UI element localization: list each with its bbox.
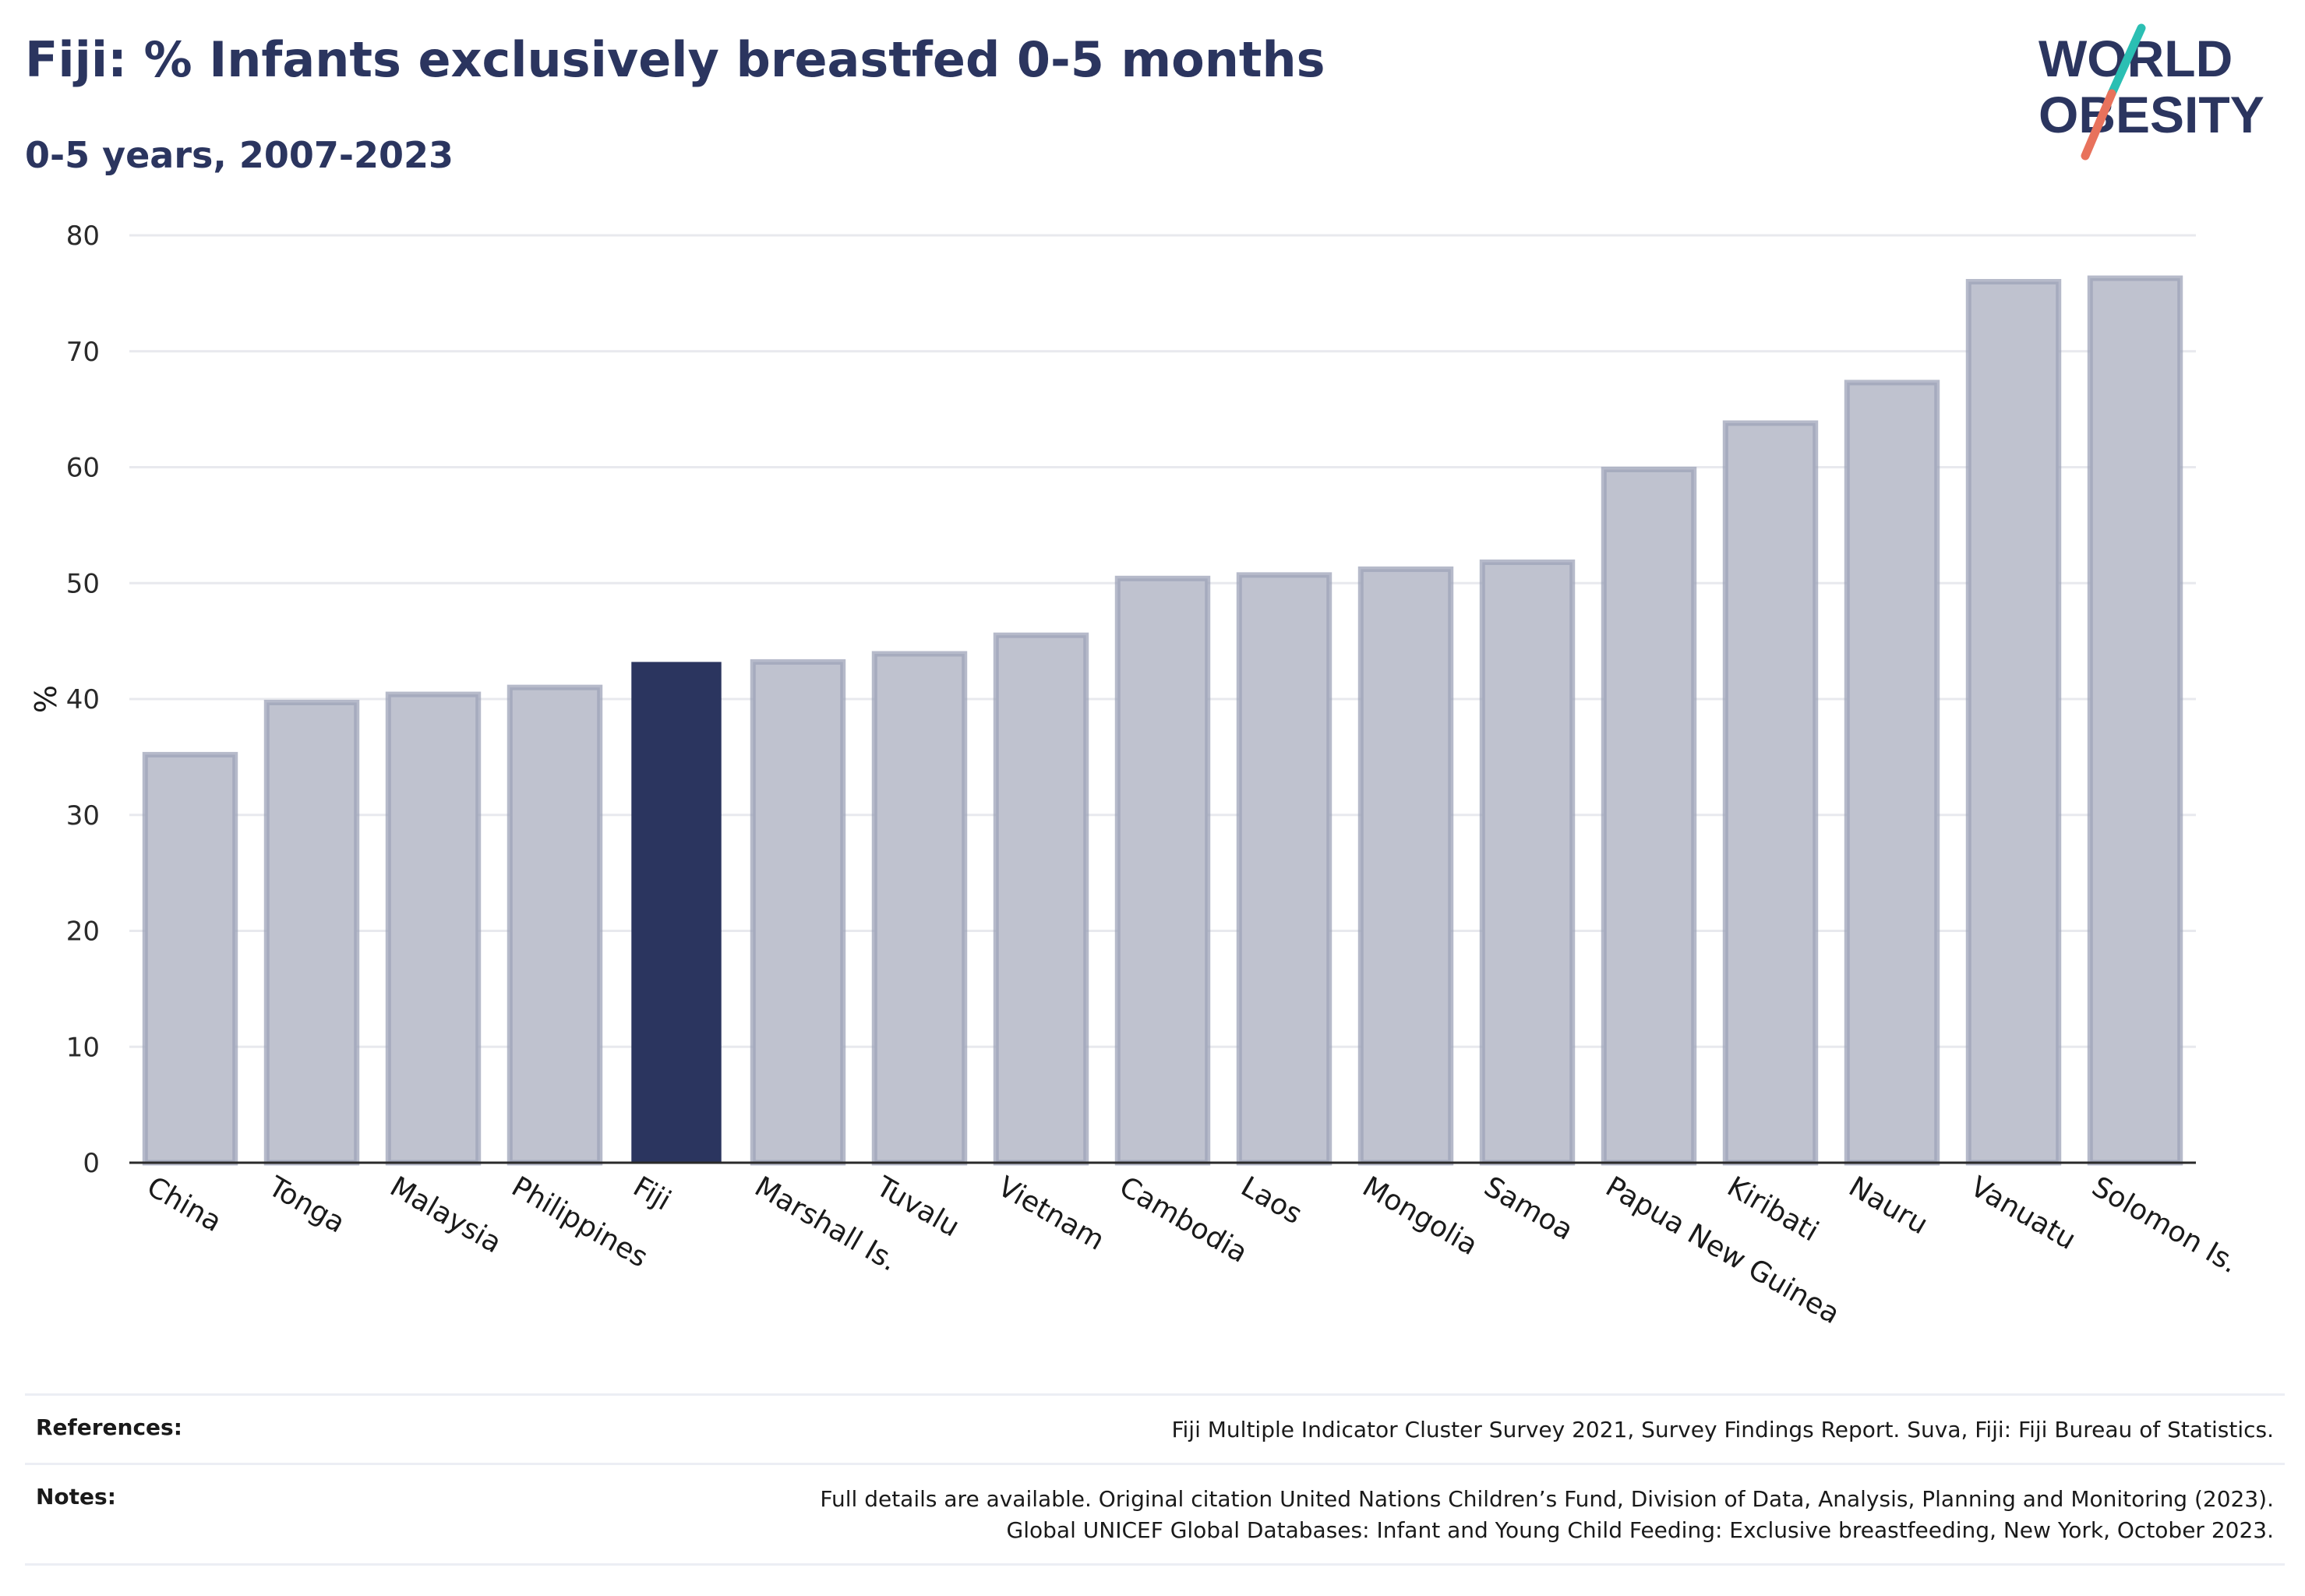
bar-laos (1236, 572, 1333, 1166)
bar-chart: 0 10 20 30 40 50 60 70 80 China Tonga Malaysia Phil… (29, 221, 2244, 1331)
y-tick-label: 40 (66, 684, 100, 715)
x-tick-label: Laos (1236, 1171, 1308, 1231)
logo-slash-coral (2081, 89, 2116, 161)
notes-line-1: Full details are available. Original cit… (820, 1486, 2274, 1512)
x-tick-label: Papua New Guinea (1601, 1171, 1845, 1330)
y-tick-label: 50 (66, 568, 100, 599)
x-tick-label: Tonga (263, 1171, 351, 1240)
bar-kiribati (1722, 420, 1819, 1166)
x-tick-label: Tuvalu (870, 1171, 965, 1244)
chart-subtitle: 0-5 years, 2007-2023 (25, 134, 454, 176)
bar-marshall-is (750, 659, 846, 1166)
x-tick-label: Philippines (507, 1171, 653, 1273)
bar-cambodia (1114, 575, 1211, 1166)
x-tick-label: Nauru (1844, 1171, 1933, 1241)
y-tick-label: 30 (66, 800, 100, 832)
footer: References: Fiji Multiple Indicator Clus… (25, 1393, 2285, 1566)
references-label: References: (36, 1414, 182, 1440)
y-tick-label: 10 (66, 1032, 100, 1063)
x-tick-label: China (142, 1171, 228, 1238)
y-tick-label: 70 (66, 337, 100, 368)
notes-line-2: Global UNICEF Global Databases: Infant a… (1006, 1517, 2274, 1543)
x-tick-label: Kiribati (1722, 1171, 1824, 1248)
notes-row: Notes: Full details are available. Origi… (25, 1463, 2285, 1566)
bar-mongolia (1357, 566, 1454, 1166)
bar-vietnam (993, 632, 1089, 1166)
x-tick-label: Mongolia (1357, 1171, 1484, 1262)
x-tick-label: Vietnam (993, 1171, 1110, 1257)
y-tick-label: 60 (66, 453, 100, 484)
logo-slash-teal (2107, 23, 2146, 98)
bar-nauru (1844, 380, 1940, 1166)
bar-philippines (507, 684, 603, 1166)
x-tick-label: Malaysia (385, 1171, 507, 1259)
bar-papua-new-guinea (1601, 466, 1697, 1166)
notes-text: Full details are available. Original cit… (820, 1484, 2274, 1546)
bar-fiji (631, 662, 722, 1163)
x-tick-label: Cambodia (1114, 1171, 1253, 1269)
bar-vanuatu (1965, 279, 2062, 1166)
notes-label: Notes: (36, 1484, 116, 1509)
y-tick-label: 0 (83, 1148, 100, 1179)
references-text: Fiji Multiple Indicator Cluster Survey 2… (1171, 1417, 2274, 1442)
x-tick-label: Samoa (1479, 1171, 1579, 1247)
references-row: References: Fiji Multiple Indicator Clus… (25, 1393, 2285, 1463)
y-axis-ticks: 0 10 20 30 40 50 60 70 80 (66, 221, 100, 1179)
y-axis-label: % (29, 685, 63, 713)
chart-title: Fiji: % Infants exclusively breastfed 0-… (25, 31, 1325, 88)
x-tick-label: Vanuatu (1965, 1171, 2081, 1256)
bar-china (142, 751, 238, 1166)
bar-solomon-is (2087, 275, 2183, 1166)
bar-tuvalu (871, 651, 968, 1166)
y-tick-label: 20 (66, 916, 100, 948)
bar-tonga (263, 699, 360, 1166)
x-tick-label: Fiji (628, 1171, 676, 1217)
world-obesity-logo: WORLD OBESITY (2038, 23, 2264, 161)
x-tick-label: Solomon Is. (2087, 1171, 2244, 1280)
y-tick-label: 80 (66, 221, 100, 252)
logo-text-obesity: OBESITY (2038, 86, 2264, 143)
bar-malaysia (385, 691, 482, 1166)
bar-samoa (1479, 559, 1576, 1166)
bars (142, 275, 2183, 1166)
